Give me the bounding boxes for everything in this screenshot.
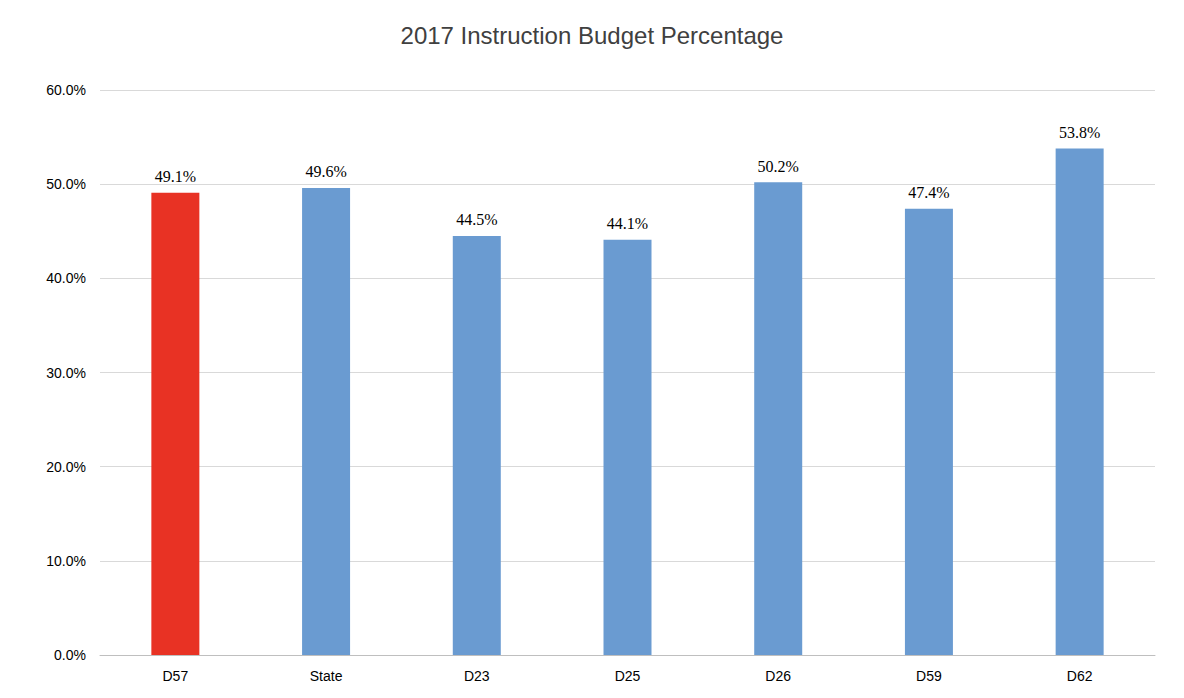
svg-text:D26: D26 [765,668,791,684]
svg-text:10.0%: 10.0% [46,553,86,569]
svg-text:40.0%: 40.0% [46,270,86,286]
svg-text:49.1%: 49.1% [155,168,196,185]
svg-text:State: State [310,668,343,684]
svg-text:D59: D59 [916,668,942,684]
svg-text:44.1%: 44.1% [607,215,648,232]
svg-text:50.0%: 50.0% [46,176,86,192]
svg-text:44.5%: 44.5% [456,211,497,228]
svg-text:53.8%: 53.8% [1059,124,1100,141]
svg-text:49.6%: 49.6% [305,163,346,180]
svg-text:47.4%: 47.4% [908,184,949,201]
svg-text:60.0%: 60.0% [46,82,86,98]
svg-text:2017 Instruction Budget Percen: 2017 Instruction Budget Percentage [401,22,784,49]
svg-text:50.2%: 50.2% [758,158,799,175]
svg-text:D23: D23 [464,668,490,684]
svg-text:0.0%: 0.0% [54,647,86,663]
svg-text:D25: D25 [615,668,641,684]
svg-text:30.0%: 30.0% [46,365,86,381]
svg-text:D62: D62 [1067,668,1093,684]
svg-text:20.0%: 20.0% [46,459,86,475]
svg-text:D57: D57 [163,668,189,684]
